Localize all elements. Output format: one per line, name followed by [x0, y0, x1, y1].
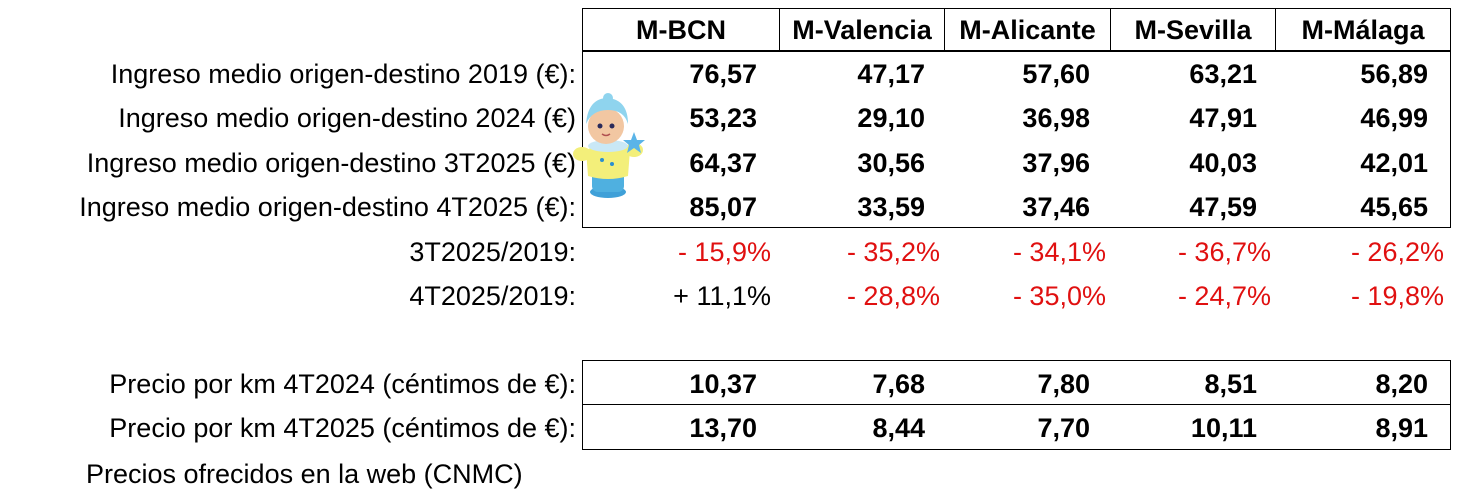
- cell-price-4t2025-malaga: 8,91: [1375, 413, 1428, 443]
- cell-income-2024-bcn: 53,23: [689, 103, 757, 133]
- cell-income-3t2025-sevilla: 40,03: [1189, 148, 1257, 178]
- header-divider: [779, 8, 780, 51]
- header-divider: [944, 8, 945, 51]
- cell-income-3t2025-alicante: 37,96: [1022, 148, 1090, 178]
- cell-price-4t2024-bcn: 10,37: [689, 369, 757, 399]
- price-row-divider: [582, 404, 1450, 405]
- pct-3t2025-malaga: - 26,2%: [1350, 237, 1444, 267]
- pct-3t2025-valencia: - 35,2%: [846, 237, 940, 267]
- cell-income-3t2025-malaga: 42,01: [1360, 148, 1428, 178]
- cell-income-2024-sevilla: 47,91: [1189, 103, 1257, 133]
- header-box: [582, 8, 1451, 52]
- price-table-box: [582, 360, 1451, 450]
- cell-income-4t2025-sevilla: 47,59: [1189, 192, 1257, 222]
- header-divider: [1275, 8, 1276, 51]
- cell-income-2019-alicante: 57,60: [1022, 59, 1090, 89]
- cell-income-2024-malaga: 46,99: [1360, 103, 1428, 133]
- cell-income-2019-sevilla: 63,21: [1189, 59, 1257, 89]
- cell-income-3t2025-valencia: 30,56: [857, 148, 925, 178]
- pct-4t2025-valencia: - 28,8%: [846, 281, 940, 311]
- row-label-ratio-3t2025: 3T2025/2019:: [409, 237, 576, 267]
- row-label-price-4t2025: Precio por km 4T2025 (céntimos de €):: [109, 413, 576, 443]
- pct-4t2025-bcn: + 11,1%: [673, 281, 771, 311]
- pct-3t2025-alicante: - 34,1%: [1012, 237, 1106, 267]
- pct-3t2025-sevilla: - 36,7%: [1177, 237, 1271, 267]
- pct-4t2025-alicante: - 35,0%: [1012, 281, 1106, 311]
- column-header-valencia: M-Valencia: [792, 15, 932, 45]
- cell-price-4t2024-sevilla: 8,51: [1204, 369, 1257, 399]
- pct-4t2025-malaga: - 19,8%: [1350, 281, 1444, 311]
- cell-price-4t2024-alicante: 7,80: [1037, 369, 1090, 399]
- row-label-ratio-4t2025: 4T2025/2019:: [409, 281, 576, 311]
- cell-income-2019-bcn: 76,57: [689, 59, 757, 89]
- row-label-income-4t2025: Ingreso medio origen-destino 4T2025 (€):: [79, 192, 576, 222]
- cell-price-4t2025-bcn: 13,70: [689, 413, 757, 443]
- toy-doll-icon: [568, 92, 646, 200]
- row-label-income-2024: Ingreso medio origen-destino 2024 (€): [118, 103, 576, 133]
- pct-3t2025-bcn: - 15,9%: [677, 237, 771, 267]
- cell-income-4t2025-malaga: 45,65: [1360, 192, 1428, 222]
- cell-income-2024-alicante: 36,98: [1022, 103, 1090, 133]
- cell-income-4t2025-alicante: 37,46: [1022, 192, 1090, 222]
- cell-income-2024-valencia: 29,10: [857, 103, 925, 133]
- header-divider: [1110, 8, 1111, 51]
- row-label-price-4t2024: Precio por km 4T2024 (céntimos de €):: [109, 369, 576, 399]
- cell-price-4t2025-sevilla: 10,11: [1190, 413, 1257, 443]
- cell-income-2019-valencia: 47,17: [857, 59, 925, 89]
- cell-income-3t2025-bcn: 64,37: [689, 148, 757, 178]
- cell-income-2019-malaga: 56,89: [1360, 59, 1428, 89]
- column-header-sevilla: M-Sevilla: [1134, 15, 1252, 45]
- income-table-box: [582, 50, 1451, 228]
- cell-income-4t2025-valencia: 33,59: [857, 192, 925, 222]
- column-header-malaga: M-Málaga: [1301, 15, 1425, 45]
- cell-price-4t2024-malaga: 8,20: [1375, 369, 1428, 399]
- row-label-income-3t2025: Ingreso medio origen-destino 3T2025 (€): [86, 148, 576, 178]
- column-header-bcn: M-BCN: [636, 15, 726, 45]
- column-header-alicante: M-Alicante: [959, 15, 1096, 45]
- cell-price-4t2024-valencia: 7,68: [872, 369, 925, 399]
- cell-price-4t2025-valencia: 8,44: [872, 413, 925, 443]
- cell-price-4t2025-alicante: 7,70: [1037, 413, 1090, 443]
- pct-4t2025-sevilla: - 24,7%: [1177, 281, 1271, 311]
- source-footnote: Precios ofrecidos en la web (CNMC): [86, 459, 523, 489]
- cell-income-4t2025-bcn: 85,07: [689, 192, 757, 222]
- row-label-income-2019: Ingreso medio origen-destino 2019 (€):: [110, 59, 576, 89]
